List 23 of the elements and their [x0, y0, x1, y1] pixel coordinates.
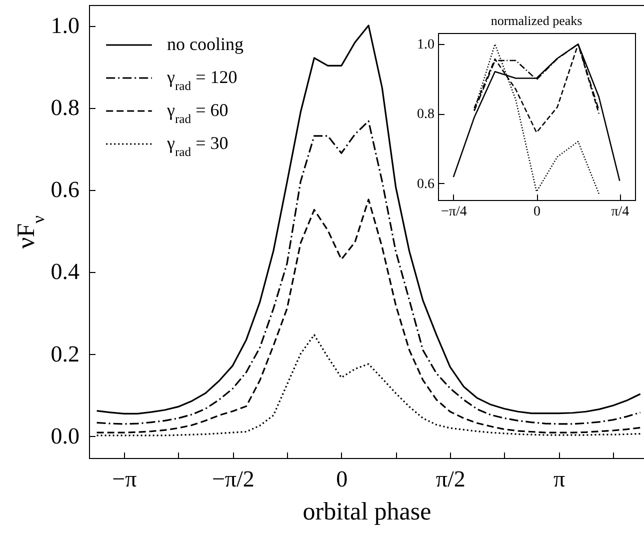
y-tick-label: 0.6: [50, 177, 80, 202]
x-tick-label: π/2: [436, 466, 466, 492]
x-tick-label: −π/4: [440, 204, 467, 220]
legend-label: no cooling: [167, 34, 244, 54]
x-tick-label: −π/2: [212, 466, 254, 492]
y-tick-label: 1.0: [50, 13, 80, 38]
y-tick-label: 1.0: [417, 38, 434, 53]
y-tick-label: 0.8: [417, 107, 434, 122]
x-tick-label: −π: [112, 466, 138, 492]
x-tick-label: 0: [336, 466, 348, 492]
legend-label: γ$_{rad}$ = 30: [166, 133, 228, 159]
y-tick-label: 0.4: [50, 259, 80, 284]
y-tick-label: 0.2: [50, 341, 80, 366]
y-tick-label: 0.6: [417, 176, 434, 192]
y-tick-label: 0.0: [50, 423, 80, 448]
x-tick-label: π: [553, 466, 566, 492]
legend-label: γ$_{rad}$ = 120: [166, 67, 238, 93]
x-tick-label: π/4: [611, 204, 630, 220]
legend-label: γ$_{rad}$ = 60: [166, 100, 228, 126]
chart-title: normalized peaks: [490, 13, 582, 28]
y-tick-label: 0.8: [50, 95, 80, 120]
x-tick-label: 0: [534, 204, 541, 220]
x-axis-title: orbital phase: [302, 498, 432, 526]
